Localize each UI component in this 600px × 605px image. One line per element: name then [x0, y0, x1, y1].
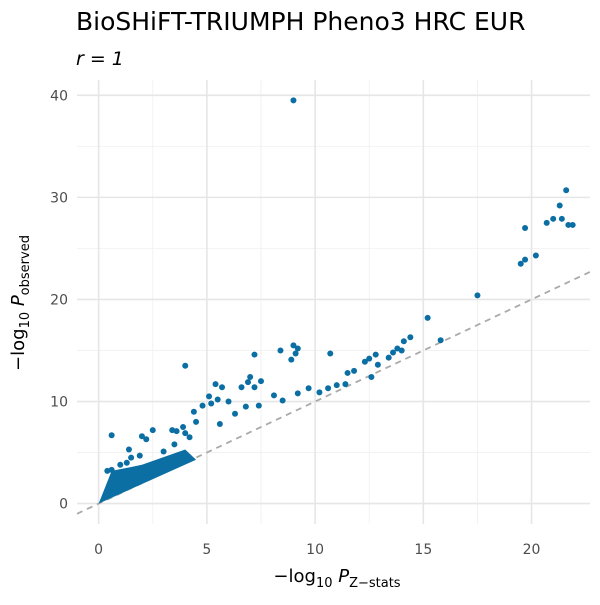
data-point [149, 427, 156, 434]
x-tick-label: 5 [202, 542, 211, 558]
grid-layer [77, 80, 590, 524]
data-point [327, 350, 334, 357]
data-point [407, 334, 414, 341]
data-point [279, 397, 286, 404]
y-tick-label: 20 [50, 292, 68, 308]
x-axis-title: −log10 PZ−stats [273, 566, 400, 591]
data-point [245, 379, 251, 386]
data-point [251, 351, 258, 358]
data-point [257, 378, 264, 385]
data-point [108, 432, 115, 439]
data-point [169, 427, 176, 434]
data-point [143, 436, 150, 443]
y-tick-label: 40 [50, 88, 68, 104]
chart-subtitle: r = 1 [76, 48, 124, 70]
data-point [522, 256, 529, 263]
data-point [400, 338, 407, 345]
data-point [342, 381, 349, 388]
y-tick-label: 30 [50, 190, 68, 206]
data-point [117, 461, 124, 468]
data-point [517, 260, 524, 267]
x-tick-label: 0 [94, 542, 103, 558]
data-point [372, 351, 379, 358]
data-point [214, 396, 221, 403]
data-point [193, 418, 200, 425]
data-point [294, 390, 301, 397]
data-point [190, 408, 197, 415]
data-point [247, 374, 254, 381]
chart-title: BioSHiFT-TRIUMPH Pheno3 HRC EUR [76, 7, 525, 36]
data-point [351, 367, 358, 374]
data-point [125, 446, 132, 453]
data-point [290, 342, 297, 349]
y-axis-title: −log10 Pobserved [8, 235, 33, 371]
data-point [180, 424, 187, 431]
y-tick-label: 10 [50, 395, 68, 411]
data-point [424, 314, 431, 321]
data-point [208, 400, 215, 407]
data-point [277, 347, 284, 354]
data-point [138, 433, 145, 440]
data-point [565, 221, 572, 228]
data-point [171, 441, 178, 448]
x-tick-label: 10 [306, 542, 324, 558]
data-point [366, 355, 373, 362]
data-point [344, 369, 351, 376]
data-point [558, 215, 565, 222]
data-point [390, 349, 397, 356]
data-point [160, 448, 167, 455]
data-point [251, 384, 258, 391]
data-point [437, 337, 444, 344]
data-point [563, 187, 570, 194]
points-layer [98, 97, 576, 504]
data-point [522, 225, 529, 231]
data-point [292, 350, 299, 357]
data-point [474, 292, 481, 299]
data-point [556, 202, 563, 209]
data-point [294, 345, 301, 352]
data-point [136, 452, 143, 459]
data-point [288, 356, 295, 363]
data-point [225, 398, 232, 405]
data-point [206, 393, 213, 400]
data-point [316, 389, 323, 396]
data-point [186, 434, 193, 441]
data-point [550, 215, 557, 222]
data-point [569, 221, 576, 228]
tick-labels-layer: 0 5 10 15 20 0 10 20 30 40 [50, 88, 540, 558]
data-point [374, 361, 381, 368]
data-point [219, 384, 226, 391]
data-point [361, 358, 368, 365]
data-point [216, 420, 223, 427]
x-tick-label: 15 [414, 542, 432, 558]
data-point [385, 354, 392, 361]
data-point [368, 374, 375, 381]
data-point [232, 410, 239, 417]
data-point [398, 347, 405, 354]
data-point [543, 219, 550, 226]
data-point [128, 454, 135, 461]
data-point [182, 362, 189, 369]
data-point [270, 392, 277, 399]
data-point [104, 467, 111, 474]
data-point [199, 402, 206, 409]
data-point [238, 384, 245, 391]
dense-point-cloud [98, 449, 197, 504]
data-point [333, 382, 340, 389]
data-point [305, 385, 312, 392]
data-point [532, 252, 539, 259]
data-point [123, 459, 130, 466]
data-point [182, 430, 189, 437]
y-tick-label: 0 [59, 497, 68, 513]
x-tick-label: 20 [523, 542, 541, 558]
data-point [242, 403, 249, 410]
data-point [325, 385, 332, 392]
data-point [290, 97, 297, 104]
data-point [212, 381, 219, 388]
data-point [255, 402, 262, 409]
